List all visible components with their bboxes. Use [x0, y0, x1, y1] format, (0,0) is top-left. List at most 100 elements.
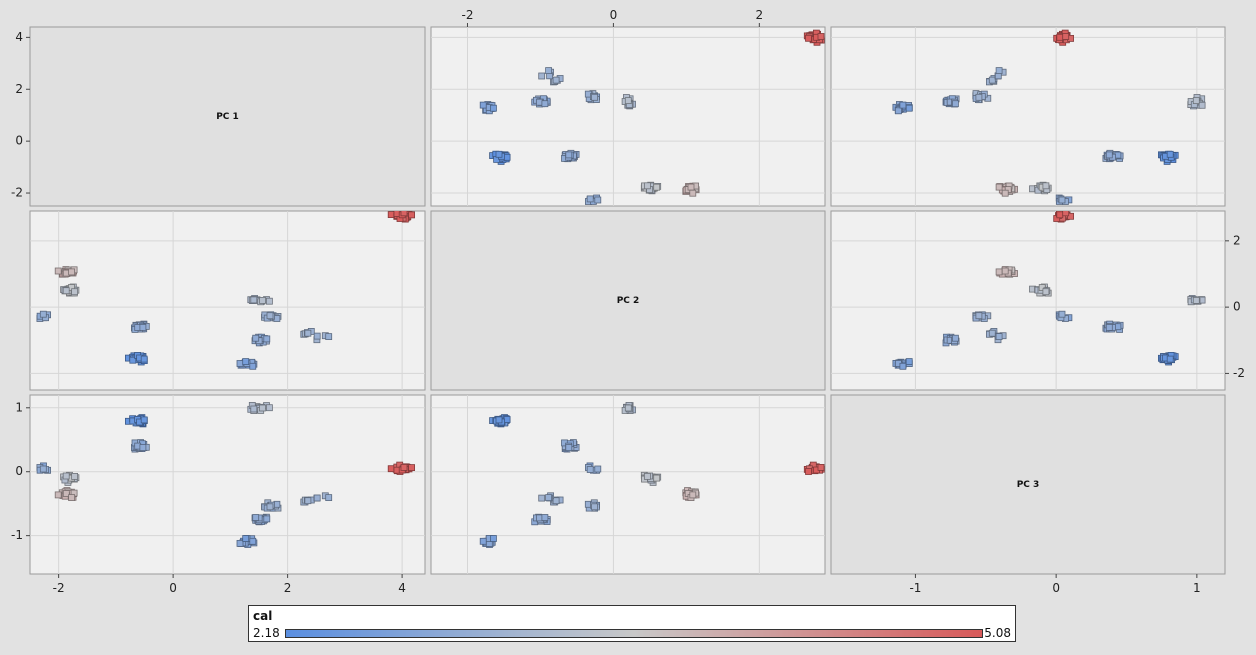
legend-gradient-bar — [285, 629, 983, 638]
data-point — [805, 468, 812, 475]
data-point — [140, 416, 148, 424]
data-point — [565, 151, 573, 159]
points-group — [479, 401, 825, 548]
data-point — [479, 101, 487, 109]
data-point — [899, 101, 907, 109]
points-group — [36, 211, 416, 370]
data-point — [995, 333, 1003, 341]
data-point — [988, 329, 996, 337]
panel-r3-c2 — [430, 394, 826, 575]
axis-tick-label: 2 — [756, 8, 764, 22]
data-point — [1166, 150, 1174, 158]
data-point — [1042, 288, 1050, 296]
axis-tick-label: -2 — [461, 8, 473, 22]
axis-tick-label: -2 — [53, 581, 65, 595]
data-point — [817, 463, 825, 471]
axis-tick-label: 0 — [610, 8, 618, 22]
data-point — [71, 288, 78, 296]
data-point — [952, 334, 959, 342]
data-point — [259, 404, 266, 412]
panel-r3-c1 — [29, 394, 426, 575]
panel-frame — [29, 394, 426, 575]
data-point — [905, 358, 913, 366]
panel-r1-c3 — [830, 26, 1226, 207]
data-point — [975, 93, 983, 101]
data-point — [594, 196, 602, 204]
panel-frame — [830, 394, 1226, 575]
diagonal-label: PC 1 — [216, 112, 239, 122]
data-point — [252, 334, 260, 342]
data-point — [250, 405, 258, 413]
axis-tick-label: 2 — [284, 581, 292, 595]
data-point — [495, 416, 503, 424]
data-point — [242, 535, 250, 542]
panel-r1-c1: PC 1 — [29, 26, 426, 207]
panel-r2-c2: PC 2 — [430, 210, 826, 391]
axis-tick-label: 1 — [15, 400, 23, 414]
data-point — [250, 296, 258, 304]
data-point — [313, 332, 321, 340]
axis-tick-label: 1 — [1193, 581, 1201, 595]
axis-tick-label: 4 — [398, 581, 406, 595]
data-point — [400, 211, 408, 217]
data-point — [644, 182, 651, 190]
data-point — [54, 491, 62, 499]
panel-frame — [29, 26, 426, 207]
data-point — [325, 494, 333, 502]
data-point — [489, 104, 497, 112]
data-point — [565, 444, 573, 452]
data-point — [400, 463, 408, 471]
axis-tick-label: 0 — [169, 581, 177, 595]
data-point — [895, 107, 902, 115]
data-point — [1105, 151, 1113, 159]
data-point — [68, 268, 75, 276]
data-point — [263, 335, 271, 343]
data-point — [503, 416, 511, 423]
axis-tick-label: -2 — [1233, 366, 1245, 380]
data-point — [1042, 182, 1050, 190]
axis-tick-label: 2 — [15, 82, 23, 96]
data-point — [952, 100, 959, 108]
data-point — [325, 333, 333, 341]
data-point — [586, 195, 594, 203]
data-point — [1067, 212, 1074, 220]
data-point — [805, 34, 812, 42]
data-point — [129, 356, 137, 364]
data-point — [988, 76, 996, 84]
data-point — [538, 72, 546, 80]
data-point — [975, 312, 983, 320]
axis-tick-label: 4 — [15, 30, 23, 44]
axis-tick-label: 0 — [1052, 581, 1060, 595]
data-point — [586, 466, 594, 473]
data-point — [995, 268, 1003, 276]
data-point — [1166, 355, 1174, 363]
data-point — [265, 404, 273, 412]
data-point — [1062, 211, 1070, 217]
panel-r2-c3 — [830, 210, 1226, 391]
data-point — [1062, 33, 1070, 40]
data-point — [1058, 196, 1066, 204]
data-point — [408, 464, 416, 472]
data-point — [387, 211, 395, 219]
data-point — [54, 267, 62, 275]
data-point — [62, 490, 70, 497]
legend-title: cal — [253, 609, 273, 623]
axis-tick-label: 0 — [1233, 300, 1241, 314]
data-point — [71, 472, 78, 480]
data-point — [538, 494, 546, 502]
data-point — [249, 537, 257, 545]
data-point — [541, 100, 549, 108]
data-point — [545, 494, 552, 502]
data-point — [68, 494, 75, 502]
data-point — [252, 514, 260, 521]
data-point — [541, 514, 549, 521]
data-point — [263, 515, 271, 523]
axis-tick-label: 0 — [15, 464, 23, 478]
data-point — [249, 362, 257, 370]
data-point — [817, 33, 825, 40]
axis-tick-label: 2 — [1233, 233, 1241, 247]
data-point — [489, 535, 497, 542]
data-point — [479, 537, 487, 545]
data-point — [1001, 189, 1009, 197]
color-legend: cal 2.18 5.08 — [248, 605, 1016, 642]
